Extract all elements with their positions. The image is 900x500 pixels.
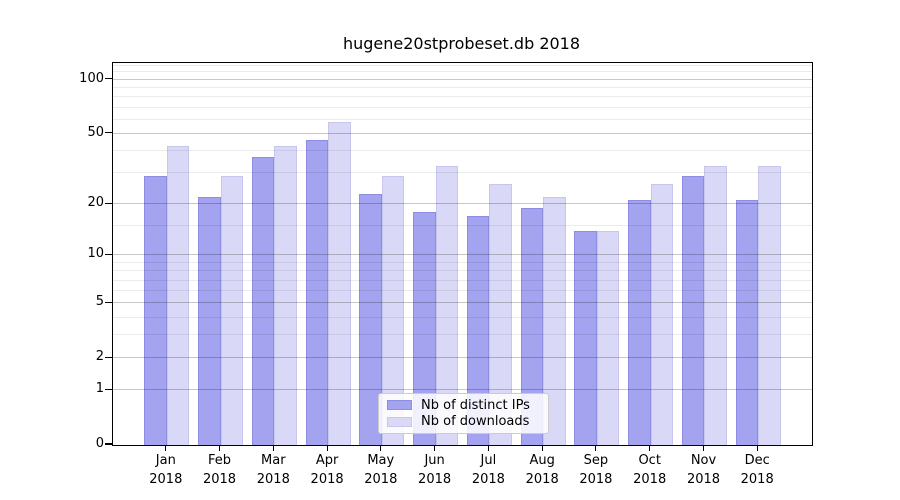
x-tick-label-oct: Oct 2018 (633, 453, 667, 487)
gridline-minor (113, 261, 812, 263)
bar-ips-apr (305, 140, 329, 445)
y-tick-label: 20 (87, 195, 104, 211)
x-tick-mark (380, 445, 382, 451)
x-tick-label-jul: Jul 2018 (471, 453, 505, 487)
gridline-minor (113, 71, 812, 73)
gridline-major (113, 78, 812, 80)
gridline-minor (113, 118, 812, 120)
y-tick-mark (105, 132, 112, 134)
x-tick-label-aug: Aug 2018 (525, 453, 559, 487)
plot-area: Nb of distinct IPs Nb of downloads (112, 62, 813, 446)
bar-ips-feb (198, 196, 221, 445)
bar-downloads-jan (166, 145, 190, 445)
legend-swatch-distinct-ips-icon (387, 400, 412, 411)
x-tick-label-jun: Jun 2018 (418, 453, 452, 487)
x-tick-mark (272, 445, 274, 451)
bar-downloads-aug (543, 196, 566, 445)
bar-downloads-jun (435, 166, 459, 445)
y-tick-label: 0 (95, 436, 104, 451)
x-tick-label-dec: Dec 2018 (740, 453, 774, 487)
gridline-major (113, 302, 812, 304)
gridline-minor (113, 290, 812, 291)
y-tick-label: 1 (95, 381, 104, 397)
legend-swatch-downloads-icon (387, 416, 412, 427)
y-tick-mark (105, 356, 112, 358)
x-tick-mark (434, 445, 436, 451)
y-tick-mark (105, 443, 112, 445)
bar-downloads-apr (328, 122, 351, 445)
x-tick-mark (649, 445, 651, 451)
x-tick-mark (326, 445, 328, 451)
x-tick-label-mar: Mar 2018 (256, 453, 290, 487)
x-tick-label-feb: Feb 2018 (202, 453, 237, 487)
bar-downloads-may (381, 175, 405, 445)
legend-label-downloads: Nb of downloads (421, 414, 530, 430)
gridline-minor (113, 224, 812, 226)
gridline-minor (113, 64, 812, 66)
y-tick-label: 10 (87, 246, 104, 262)
x-tick-label-apr: Apr 2018 (310, 453, 344, 487)
bar-downloads-nov (704, 166, 727, 445)
gridline-minor (113, 106, 812, 108)
chart-title: hugene20stprobeset.db 2018 (342, 34, 581, 53)
gridline-minor (113, 150, 812, 152)
x-tick-mark (595, 445, 597, 451)
legend-item-distinct-ips: Nb of distinct IPs (387, 398, 540, 413)
gridline-minor (113, 279, 812, 281)
x-tick-label-jan: Jan 2018 (149, 453, 183, 487)
x-tick-mark (541, 445, 543, 451)
bar-ips-jun (413, 212, 436, 445)
y-tick-mark (105, 78, 112, 80)
x-tick-mark (756, 445, 758, 451)
bar-ips-jan (144, 175, 167, 445)
bar-ips-oct (628, 200, 651, 445)
bar-ips-nov (681, 175, 705, 445)
gridline-minor (113, 172, 812, 174)
y-tick-label: 5 (95, 294, 104, 310)
y-tick-label: 50 (87, 124, 104, 140)
bar-downloads-mar (274, 145, 297, 445)
gridline-minor (113, 316, 812, 318)
bar-ips-mar (251, 157, 275, 445)
gridline-major (113, 357, 812, 359)
bar-ips-jul (466, 216, 490, 445)
gridline-minor (113, 334, 812, 336)
gridline-minor (113, 87, 812, 89)
x-tick-mark (487, 445, 489, 451)
legend: Nb of distinct IPs Nb of downloads (378, 393, 549, 434)
bar-ips-may (359, 193, 382, 445)
gridline-minor (113, 270, 812, 272)
gridline-major (113, 132, 812, 134)
bar-downloads-feb (220, 175, 244, 445)
x-tick-label-nov: Nov 2018 (686, 453, 721, 487)
legend-label-distinct-ips: Nb of distinct IPs (421, 397, 530, 413)
y-tick-label: 100 (79, 70, 104, 86)
y-tick-mark (105, 202, 112, 204)
bar-ips-sep (574, 230, 597, 445)
x-tick-label-may: May 2018 (364, 453, 398, 487)
x-tick-mark (165, 445, 167, 451)
legend-item-downloads: Nb of downloads (387, 414, 540, 429)
gridline-major (113, 203, 812, 205)
bar-ips-aug (520, 208, 544, 445)
gridline-major (113, 254, 812, 256)
y-tick-mark (105, 301, 112, 303)
x-tick-mark (702, 445, 705, 451)
x-tick-mark (218, 445, 221, 451)
bar-downloads-sep (596, 230, 620, 445)
y-tick-mark (105, 388, 112, 390)
bar-downloads-jul (489, 184, 512, 445)
bar-downloads-oct (650, 184, 674, 445)
gridline-minor (113, 96, 812, 98)
x-tick-label-sep: Sep 2018 (579, 453, 613, 487)
bar-ips-dec (735, 200, 759, 445)
bar-downloads-dec (758, 166, 781, 445)
y-tick-label: 2 (95, 349, 104, 365)
gridline-major (113, 389, 812, 391)
y-tick-mark (105, 253, 112, 255)
